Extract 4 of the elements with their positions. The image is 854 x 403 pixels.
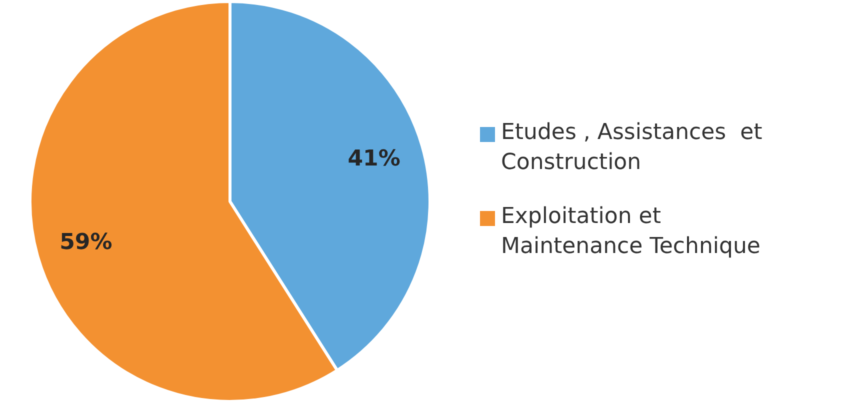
- data-label: 41%: [348, 146, 400, 172]
- legend-label: Etudes , Assistances et Construction: [501, 119, 764, 177]
- data-label: 59%: [60, 230, 112, 256]
- legend-label: Exploitation et Maintenance Technique: [501, 203, 762, 261]
